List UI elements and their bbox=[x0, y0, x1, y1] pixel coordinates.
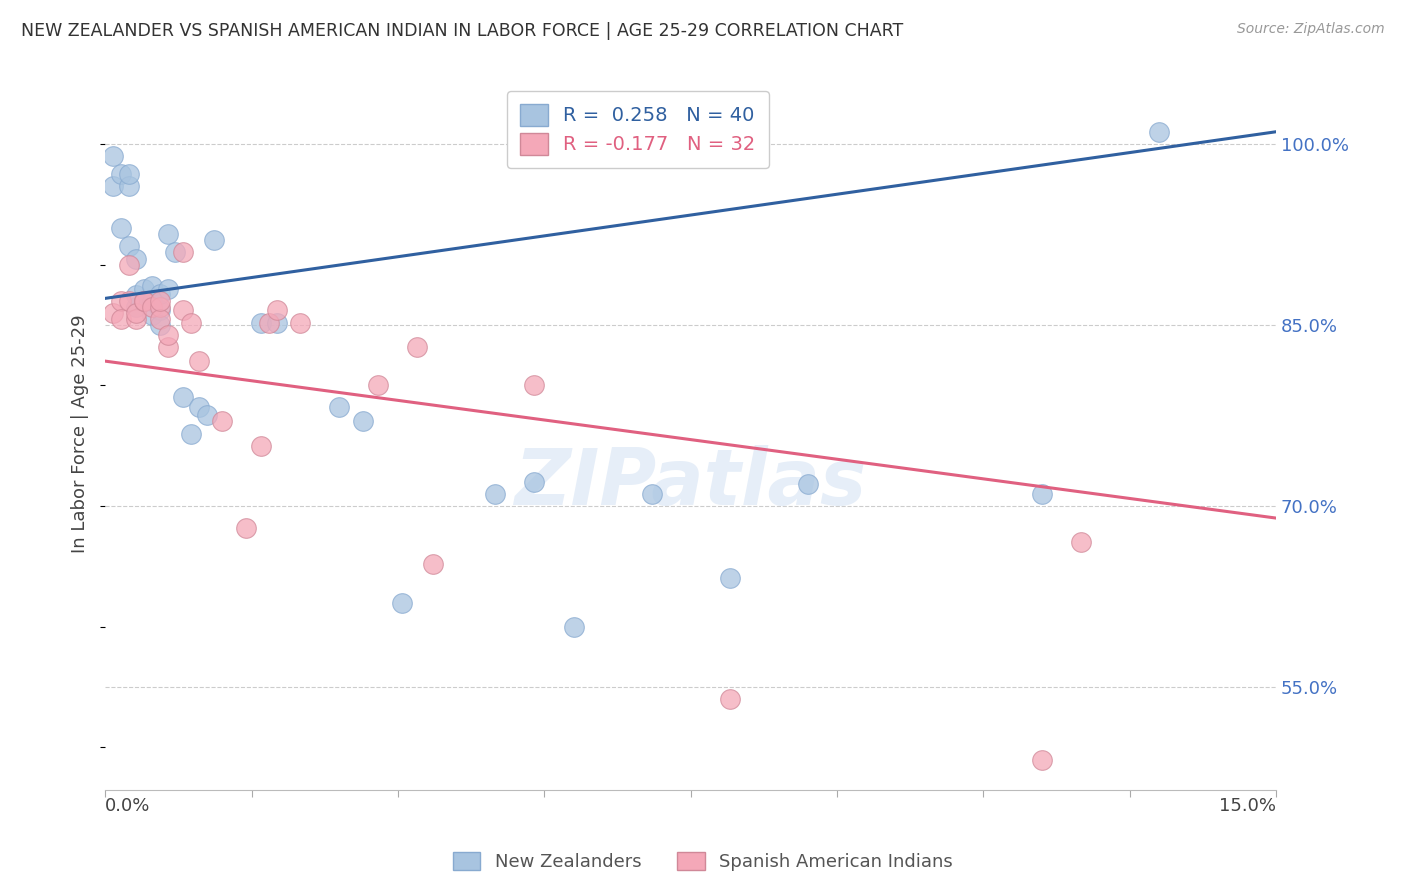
Point bbox=[187, 400, 209, 414]
Y-axis label: In Labor Force | Age 25-29: In Labor Force | Age 25-29 bbox=[72, 314, 89, 553]
Point bbox=[204, 234, 226, 248]
Point bbox=[101, 306, 124, 320]
Point bbox=[523, 475, 546, 489]
Point bbox=[187, 354, 209, 368]
Point bbox=[180, 426, 202, 441]
Point bbox=[718, 571, 741, 585]
Point bbox=[165, 245, 187, 260]
Point bbox=[117, 293, 139, 308]
Point bbox=[134, 282, 156, 296]
Point bbox=[149, 311, 172, 326]
Point bbox=[266, 316, 288, 330]
Point bbox=[195, 409, 218, 423]
Point bbox=[391, 596, 413, 610]
Point bbox=[134, 293, 156, 308]
Point bbox=[250, 316, 273, 330]
Point bbox=[367, 378, 389, 392]
Point bbox=[149, 300, 172, 314]
Point bbox=[125, 252, 148, 266]
Point bbox=[640, 487, 662, 501]
Point bbox=[523, 378, 546, 392]
Point bbox=[235, 521, 257, 535]
Point bbox=[352, 415, 374, 429]
Point bbox=[156, 227, 179, 242]
Text: 0.0%: 0.0% bbox=[105, 797, 150, 814]
Point bbox=[406, 340, 429, 354]
Point bbox=[149, 293, 172, 308]
Point bbox=[328, 400, 350, 414]
Point bbox=[117, 239, 139, 253]
Point bbox=[141, 279, 163, 293]
Point bbox=[422, 557, 444, 571]
Point bbox=[125, 306, 148, 320]
Text: NEW ZEALANDER VS SPANISH AMERICAN INDIAN IN LABOR FORCE | AGE 25-29 CORRELATION : NEW ZEALANDER VS SPANISH AMERICAN INDIAN… bbox=[21, 22, 903, 40]
Point bbox=[110, 167, 132, 181]
Text: Source: ZipAtlas.com: Source: ZipAtlas.com bbox=[1237, 22, 1385, 37]
Point bbox=[718, 692, 741, 706]
Point bbox=[117, 179, 139, 194]
Point bbox=[266, 303, 288, 318]
Point bbox=[141, 308, 163, 322]
Point bbox=[172, 303, 194, 318]
Point bbox=[134, 293, 156, 308]
Point bbox=[134, 293, 156, 308]
Text: ZIPatlas: ZIPatlas bbox=[515, 445, 866, 522]
Point bbox=[125, 287, 148, 301]
Point bbox=[125, 300, 148, 314]
Point bbox=[172, 245, 194, 260]
Legend: New Zealanders, Spanish American Indians: New Zealanders, Spanish American Indians bbox=[446, 845, 960, 879]
Point bbox=[156, 282, 179, 296]
Text: 15.0%: 15.0% bbox=[1219, 797, 1277, 814]
Point bbox=[101, 149, 124, 163]
Point bbox=[110, 293, 132, 308]
Point bbox=[1031, 487, 1053, 501]
Point bbox=[149, 303, 172, 318]
Point bbox=[180, 316, 202, 330]
Point bbox=[290, 316, 312, 330]
Point bbox=[141, 293, 163, 308]
Point bbox=[149, 286, 172, 301]
Point bbox=[156, 340, 179, 354]
Point bbox=[1070, 535, 1092, 549]
Point bbox=[101, 179, 124, 194]
Point bbox=[110, 221, 132, 235]
Point bbox=[250, 439, 273, 453]
Legend: R =  0.258   N = 40, R = -0.177   N = 32: R = 0.258 N = 40, R = -0.177 N = 32 bbox=[506, 91, 769, 168]
Point bbox=[149, 318, 172, 332]
Point bbox=[562, 620, 585, 634]
Point bbox=[110, 311, 132, 326]
Point bbox=[125, 311, 148, 326]
Point bbox=[796, 477, 818, 491]
Point bbox=[257, 316, 280, 330]
Point bbox=[484, 487, 506, 501]
Point bbox=[211, 415, 233, 429]
Point bbox=[117, 258, 139, 272]
Point bbox=[156, 327, 179, 342]
Point bbox=[117, 167, 139, 181]
Point bbox=[1147, 125, 1170, 139]
Point bbox=[1031, 752, 1053, 766]
Point bbox=[172, 390, 194, 404]
Point bbox=[134, 293, 156, 308]
Point bbox=[141, 300, 163, 314]
